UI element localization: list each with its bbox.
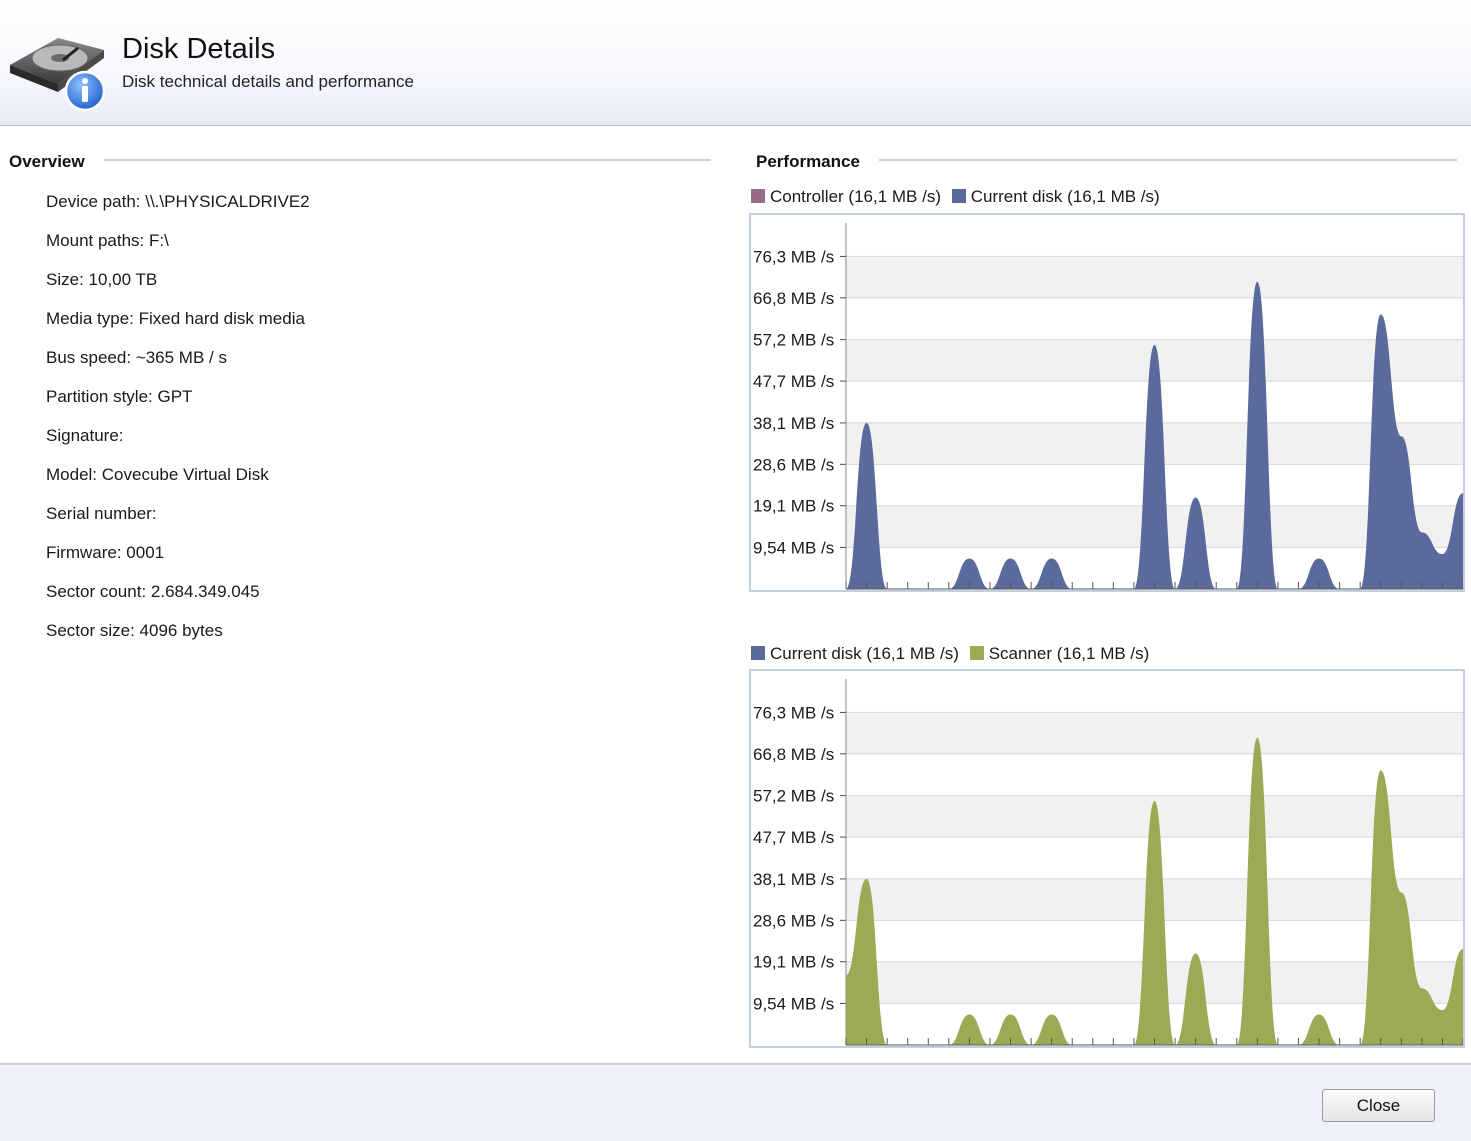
legend-swatch bbox=[969, 646, 984, 660]
overview-value: 0001 bbox=[126, 543, 165, 562]
series-area-current-disk bbox=[846, 281, 1463, 589]
overview-divider bbox=[104, 159, 711, 161]
legend-label: Current disk (16,1 MB /s) bbox=[770, 644, 959, 663]
overview-row-bus-speed: Bus speed: ~365 MB / s bbox=[46, 346, 310, 385]
overview-value: ~365 MB / s bbox=[135, 348, 227, 367]
grid-band bbox=[846, 712, 1463, 754]
overview-value: 10,00 TB bbox=[88, 270, 158, 289]
chart-plot: 76,3 MB /s 66,8 MB /s 57,2 MB /s 47,7 MB /s… bbox=[753, 223, 1463, 590]
legend-item-current-disk: Current disk (16,1 MB /s) bbox=[951, 187, 1160, 207]
overview-label: Partition style: bbox=[46, 387, 153, 406]
overview-row-size: Size: 10,00 TB bbox=[46, 268, 310, 307]
y-tick-label: 28,6 MB /s bbox=[753, 911, 834, 930]
y-tick-label: 47,7 MB /s bbox=[753, 372, 834, 391]
chart1-legend: Controller (16,1 MB /s) Current disk (16… bbox=[751, 187, 1166, 207]
legend-label: Current disk (16,1 MB /s) bbox=[970, 187, 1160, 206]
y-tick-label: 76,3 MB /s bbox=[753, 247, 834, 266]
y-tick-label: 76,3 MB /s bbox=[753, 703, 834, 722]
overview-value: GPT bbox=[157, 387, 193, 406]
overview-row-media-type: Media type: Fixed hard disk media bbox=[46, 307, 310, 346]
y-tick-label: 28,6 MB /s bbox=[753, 455, 834, 474]
y-tick-label: 19,1 MB /s bbox=[753, 497, 834, 516]
overview-label: Model: bbox=[46, 465, 98, 484]
chart2-legend: Current disk (16,1 MB /s) Scanner (16,1 … bbox=[751, 644, 1155, 664]
disk-info-icon bbox=[10, 38, 106, 112]
overview-row-sector-size: Sector size: 4096 bytes bbox=[46, 619, 310, 658]
overview-value: \\.\PHYSICALDRIVE2 bbox=[145, 192, 310, 211]
overview-row-mount-paths: Mount paths: F:\ bbox=[46, 229, 310, 268]
overview-list: Device path: \\.\PHYSICALDRIVE2 Mount pa… bbox=[46, 190, 310, 658]
legend-label: Controller (16,1 MB /s) bbox=[770, 187, 941, 206]
dialog-header: Disk Details Disk technical details and … bbox=[0, 0, 1471, 126]
overview-label: Signature: bbox=[46, 426, 124, 445]
scanner-throughput-chart: 76,3 MB /s 66,8 MB /s 57,2 MB /s 47,7 MB /s… bbox=[749, 669, 1465, 1048]
y-tick-label: 57,2 MB /s bbox=[753, 787, 834, 806]
legend-swatch bbox=[751, 189, 765, 203]
close-button[interactable]: Close bbox=[1322, 1089, 1435, 1122]
overview-label: Media type: bbox=[46, 309, 134, 328]
y-tick-label: 38,1 MB /s bbox=[753, 870, 834, 889]
overview-heading: Overview bbox=[9, 152, 85, 171]
overview-label: Serial number: bbox=[46, 504, 157, 523]
legend-item-controller: Controller (16,1 MB /s) bbox=[751, 187, 941, 207]
legend-label: Scanner (16,1 MB /s) bbox=[988, 644, 1150, 663]
dialog-subtitle: Disk technical details and performance bbox=[122, 72, 414, 91]
overview-value: 4096 bytes bbox=[139, 621, 223, 640]
overview-value: 2.684.349.045 bbox=[150, 582, 260, 601]
legend-swatch bbox=[751, 646, 765, 660]
overview-label: Firmware: bbox=[46, 543, 122, 562]
overview-label: Device path: bbox=[46, 192, 141, 211]
y-tick-label: 47,7 MB /s bbox=[753, 828, 834, 847]
y-tick-label: 38,1 MB /s bbox=[753, 414, 834, 433]
overview-value: Fixed hard disk media bbox=[138, 309, 305, 328]
overview-row-serial-number: Serial number: bbox=[46, 502, 310, 541]
overview-row-sector-count: Sector count: 2.684.349.045 bbox=[46, 580, 310, 619]
disk-throughput-chart: 76,3 MB /s 66,8 MB /s 57,2 MB /s 47,7 MB /s… bbox=[749, 213, 1465, 592]
overview-row-device-path: Device path: \\.\PHYSICALDRIVE2 bbox=[46, 190, 310, 229]
legend-item-current-disk: Current disk (16,1 MB /s) bbox=[751, 644, 959, 664]
y-tick-label: 57,2 MB /s bbox=[753, 331, 834, 350]
grid-band bbox=[846, 256, 1463, 298]
overview-value: F:\ bbox=[149, 231, 169, 250]
y-tick-label: 66,8 MB /s bbox=[753, 289, 834, 308]
performance-divider bbox=[879, 159, 1457, 161]
overview-row-firmware: Firmware: 0001 bbox=[46, 541, 310, 580]
legend-swatch bbox=[951, 189, 966, 203]
overview-row-signature: Signature: bbox=[46, 424, 310, 463]
chart-plot: 76,3 MB /s 66,8 MB /s 57,2 MB /s 47,7 MB /s… bbox=[753, 679, 1463, 1046]
overview-label: Sector size: bbox=[46, 621, 135, 640]
y-tick-label: 9,54 MB /s bbox=[753, 994, 834, 1013]
legend-item-scanner: Scanner (16,1 MB /s) bbox=[969, 644, 1150, 664]
overview-label: Mount paths: bbox=[46, 231, 145, 250]
overview-row-partition-style: Partition style: GPT bbox=[46, 385, 310, 424]
series-area-scanner bbox=[846, 737, 1463, 1045]
overview-value: Covecube Virtual Disk bbox=[101, 465, 269, 484]
y-tick-label: 19,1 MB /s bbox=[753, 953, 834, 972]
overview-label: Sector count: bbox=[46, 582, 147, 601]
dialog-footer: Close bbox=[0, 1063, 1471, 1141]
performance-heading: Performance bbox=[756, 152, 860, 171]
y-tick-label: 66,8 MB /s bbox=[753, 745, 834, 764]
overview-label: Bus speed: bbox=[46, 348, 132, 367]
overview-row-model: Model: Covecube Virtual Disk bbox=[46, 463, 310, 502]
y-tick-label: 9,54 MB /s bbox=[753, 538, 834, 557]
overview-label: Size: bbox=[46, 270, 84, 289]
dialog-title: Disk Details bbox=[122, 33, 276, 65]
